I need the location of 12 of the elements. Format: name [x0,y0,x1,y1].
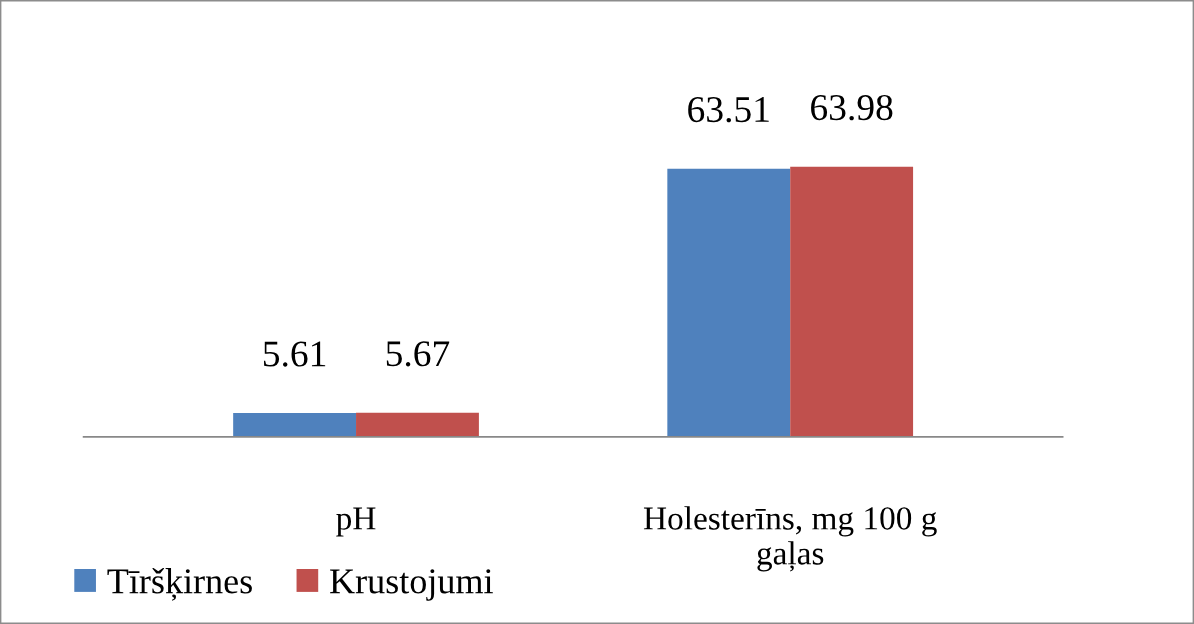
bar [233,413,357,437]
bar [356,412,479,437]
x-tick-label: pH [336,507,376,537]
data-label: 63.51 [688,96,769,123]
x-tick-label: Holesterīns, mg 100 g gaļas [643,506,937,572]
legend-label: Krustojumi [330,569,493,601]
legend-label: Tīršķirnes [107,568,252,601]
bar [667,168,791,437]
data-label: 5.67 [386,341,450,367]
bar [790,166,914,437]
data-label: 63.98 [811,94,893,121]
data-label: 5.61 [263,341,326,367]
